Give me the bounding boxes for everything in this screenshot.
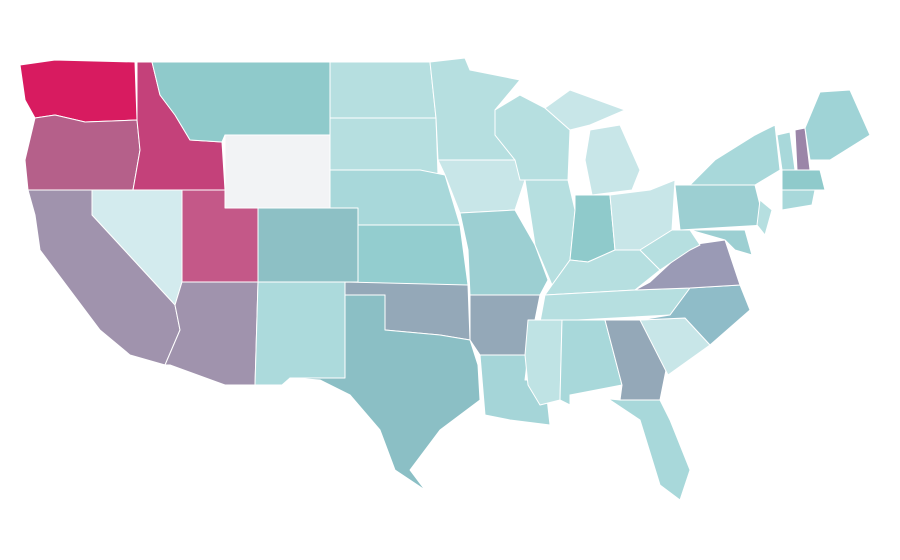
state: [459, 209, 549, 296]
state: [781, 189, 816, 211]
state: [544, 89, 626, 131]
state: [781, 169, 826, 191]
state: [756, 199, 773, 236]
state: [569, 194, 616, 263]
state: [689, 124, 781, 186]
state: [257, 207, 359, 283]
state: [164, 281, 259, 386]
state: [224, 134, 331, 209]
state: [584, 124, 641, 196]
state: [289, 294, 481, 491]
state: [804, 89, 871, 161]
state: [27, 189, 181, 366]
state: [254, 281, 346, 386]
state: [674, 184, 766, 231]
state: [357, 224, 469, 286]
state: [24, 114, 141, 191]
state: [639, 284, 751, 346]
state: [329, 117, 439, 176]
state: [19, 59, 138, 123]
state: [689, 229, 753, 256]
state: [569, 394, 691, 501]
states: [19, 57, 871, 501]
state: [329, 61, 437, 119]
